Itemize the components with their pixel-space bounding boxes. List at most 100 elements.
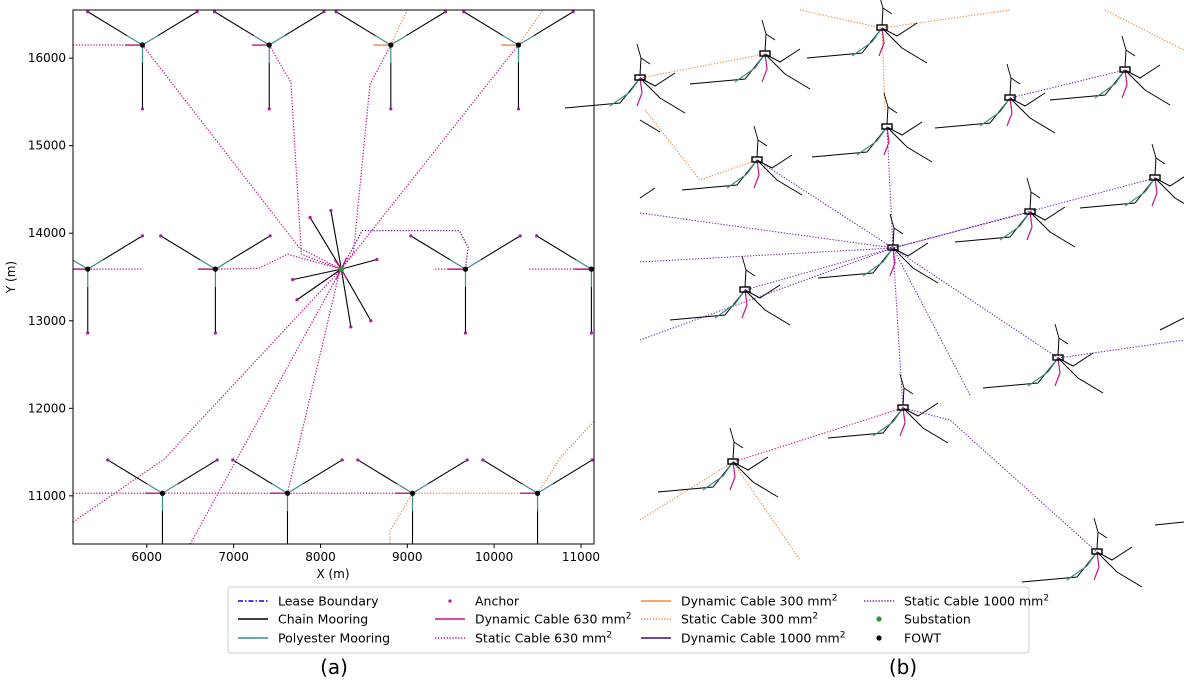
legend-item: Static Cable 630 mm2 xyxy=(435,631,612,646)
polyester-mooring xyxy=(537,483,554,494)
legend-label: Static Cable 630 mm2 xyxy=(475,631,612,646)
polyester-mooring xyxy=(502,35,519,46)
legend-label: FOWT xyxy=(904,631,941,646)
render-cable xyxy=(892,247,971,396)
static-cable-630 xyxy=(141,44,342,270)
anchor xyxy=(481,458,485,462)
blade xyxy=(640,57,651,65)
blade xyxy=(1125,49,1136,57)
blade xyxy=(893,227,904,235)
polyester-mooring xyxy=(465,259,482,270)
tower xyxy=(732,441,735,460)
polyester-mooring xyxy=(1066,551,1098,581)
chain-mooring xyxy=(357,459,398,485)
blade xyxy=(1121,35,1127,51)
blade xyxy=(1093,517,1099,533)
polyester-mooring xyxy=(714,289,746,319)
chain-mooring xyxy=(230,235,271,261)
x-axis-label: X (m) xyxy=(316,567,349,581)
blade xyxy=(761,19,767,35)
polyester-mooring xyxy=(1124,177,1156,207)
tower xyxy=(902,387,905,406)
chain-mooring xyxy=(482,459,523,485)
legend-label: Polyester Mooring xyxy=(278,631,390,646)
chain-mooring xyxy=(427,459,468,485)
polyester-mooring xyxy=(287,483,304,494)
anchor xyxy=(215,458,219,462)
turbine-render xyxy=(954,177,1076,248)
blade xyxy=(1010,77,1021,85)
dynamic-cable xyxy=(883,126,890,156)
fowt-marker xyxy=(515,42,522,48)
y-tick-label: 16000 xyxy=(28,51,66,65)
chain-mooring xyxy=(284,11,325,37)
chain-mooring xyxy=(296,268,342,301)
render-cable xyxy=(1104,9,1184,51)
render-cable xyxy=(639,212,894,249)
legend-label: Lease Boundary xyxy=(278,594,379,609)
fowt-marker xyxy=(266,42,272,48)
blade xyxy=(1006,63,1012,79)
polyester-mooring xyxy=(146,483,163,494)
polyester-mooring xyxy=(726,159,758,189)
render-cable xyxy=(1057,339,1184,359)
panel-label-a: (a) xyxy=(320,655,348,679)
dynamic-cable xyxy=(1121,69,1128,99)
turbine-render xyxy=(1021,517,1143,588)
turbine-render xyxy=(681,125,803,196)
dynamic-cable xyxy=(899,407,906,437)
y-tick-label: 13000 xyxy=(28,314,66,328)
turbine-render xyxy=(1049,35,1171,106)
blade xyxy=(899,373,905,389)
turbine-render xyxy=(669,255,791,326)
fowt-marker xyxy=(462,266,469,272)
chain-mooring xyxy=(160,235,201,261)
anchor xyxy=(86,331,90,335)
render-cable xyxy=(902,407,1098,553)
legend-swatch xyxy=(876,635,882,641)
chain-mooring xyxy=(1159,317,1184,331)
static-cable-630 xyxy=(340,44,519,270)
chain-mooring xyxy=(335,11,376,37)
x-tick-label: 9000 xyxy=(392,550,423,564)
blade xyxy=(882,7,893,15)
legend-label: Anchor xyxy=(475,594,520,609)
fowt-marker xyxy=(588,266,594,272)
static-cable-300 xyxy=(517,10,544,46)
anchor xyxy=(195,10,199,14)
tower xyxy=(1009,77,1012,96)
turbine-render xyxy=(827,373,949,444)
anchor xyxy=(140,107,145,111)
anchor xyxy=(212,10,217,14)
polyester-mooring xyxy=(521,483,538,494)
blade xyxy=(753,125,759,141)
static-cable-630 xyxy=(73,268,342,523)
tower xyxy=(881,7,884,26)
blade xyxy=(741,255,747,271)
y-axis-label: Y (m) xyxy=(4,261,18,294)
polyester-mooring xyxy=(73,259,89,270)
x-axis-ticks: 6000 7000 8000 9000 10000 11000 xyxy=(132,544,600,564)
dynamic-cable xyxy=(753,159,760,189)
render-cable xyxy=(892,247,1059,359)
panel-label-b: (b) xyxy=(889,655,917,679)
polyester-mooring xyxy=(87,259,104,270)
chain-mooring xyxy=(552,459,593,485)
render-cable xyxy=(639,461,801,561)
chain-mooring xyxy=(902,407,949,444)
anchor xyxy=(589,331,593,335)
y-tick-label: 11000 xyxy=(28,489,66,503)
chain-mooring xyxy=(309,217,342,270)
render-cable xyxy=(639,53,766,79)
marker-layer xyxy=(85,10,594,496)
chain-mooring xyxy=(764,53,811,90)
chain-mooring xyxy=(177,459,218,485)
blade xyxy=(889,213,895,229)
polyester-mooring xyxy=(609,77,641,107)
plot-frame xyxy=(72,9,595,545)
dynamic-cable xyxy=(729,461,736,491)
polyester-mooring xyxy=(862,247,894,277)
polyester-mooring xyxy=(268,35,285,46)
legend-item: Static Cable 1000 mm2 xyxy=(864,594,1049,609)
turbine-render xyxy=(689,19,811,90)
